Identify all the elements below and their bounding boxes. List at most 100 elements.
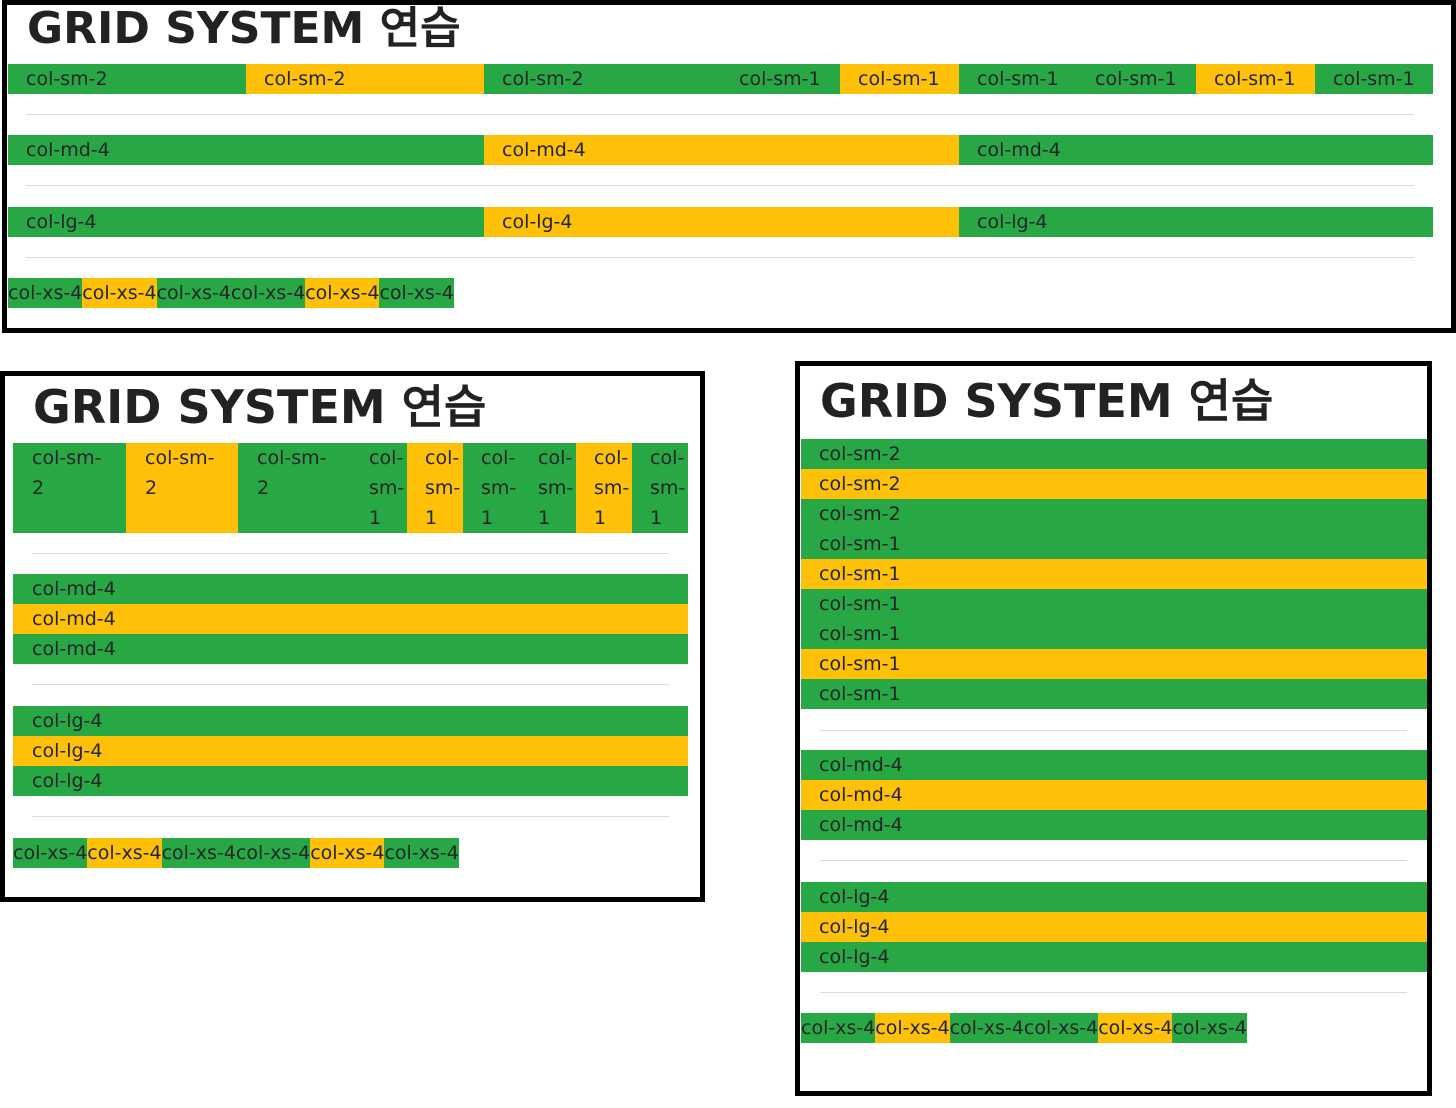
cell-text-line: 1 [481, 507, 494, 529]
grid-cell-md: col-md-4 [8, 135, 484, 165]
grid-cell-sm: col- sm- 1 [576, 443, 632, 533]
grid-cell-xs: col-xs-4 [87, 838, 162, 868]
grid-cell-xs: col-xs-4 [310, 838, 385, 868]
grid-cell-sm: col-sm-2 [801, 499, 1427, 529]
grid-cell-sm: col-sm-1 [801, 619, 1427, 649]
divider [26, 185, 1414, 186]
divider [820, 992, 1407, 993]
cell-text-line: 2 [32, 477, 45, 499]
cell-text-line: 2 [257, 477, 270, 499]
grid-cell-xs: col-xs-4 [161, 838, 236, 868]
grid-cell-xs: col-xs-4 [13, 838, 88, 868]
divider [26, 114, 1414, 115]
grid-cell-sm: col-sm-2 [801, 439, 1427, 469]
grid-cell-sm: col-sm-1 [1196, 64, 1315, 94]
cell-text-line: sm- [538, 477, 574, 499]
cell-text-line: col- [650, 447, 685, 469]
medium-viewport-frame: GRID SYSTEM 연습 col-sm- 2 col-sm- 2 col-s… [0, 371, 705, 902]
grid-cell-sm: col-sm-1 [801, 589, 1427, 619]
grid-cell-xs: col-xs-4 [305, 278, 380, 308]
grid-cell-md: col-md-4 [801, 780, 1427, 810]
grid-cell-sm: col-sm-2 [8, 64, 246, 94]
grid-cell-lg: col-lg-4 [13, 736, 688, 766]
narrow-viewport-frame: GRID SYSTEM 연습 col-sm-2 col-sm-2 col-sm-… [795, 361, 1432, 1096]
cell-text-line: sm- [650, 477, 686, 499]
grid-cell-lg: col-lg-4 [13, 766, 688, 796]
grid-cell-md: col-md-4 [959, 135, 1433, 165]
grid-cell-lg: col-lg-4 [959, 207, 1433, 237]
grid-cell-xs: col-xs-4 [1023, 1013, 1099, 1043]
grid-cell-xs: col-xs-4 [1098, 1013, 1173, 1043]
grid-cell-xs: col-xs-4 [1172, 1013, 1247, 1043]
grid-cell-sm: col- sm- 1 [463, 443, 520, 533]
grid-cell-sm: col- sm- 1 [407, 443, 463, 533]
grid-cell-md: col-md-4 [484, 135, 959, 165]
grid-cell-sm: col-sm- 2 [238, 443, 351, 533]
cell-text-line: col- [538, 447, 573, 469]
grid-cell-sm: col-sm-1 [801, 649, 1427, 679]
grid-cell-md: col-md-4 [13, 574, 688, 604]
divider [32, 684, 669, 685]
xs-row: col-xs-4 col-xs-4 col-xs-4 col-xs-4 col-… [8, 278, 454, 308]
grid-cell-sm: col-sm-1 [1315, 64, 1433, 94]
grid-cell-sm: col-sm-1 [959, 64, 1077, 94]
grid-cell-sm: col- sm- 1 [351, 443, 407, 533]
grid-cell-lg: col-lg-4 [8, 207, 484, 237]
grid-cell-sm: col-sm-2 [484, 64, 721, 94]
grid-cell-xs: col-xs-4 [230, 278, 306, 308]
cell-text-line: col- [594, 447, 629, 469]
grid-cell-xs: col-xs-4 [949, 1013, 1024, 1043]
cell-text-line: 1 [425, 507, 438, 529]
grid-cell-md: col-md-4 [13, 604, 688, 634]
divider [820, 730, 1407, 731]
cell-text-line: 1 [369, 507, 382, 529]
grid-cell-lg: col-lg-4 [801, 942, 1427, 972]
grid-cell-lg: col-lg-4 [801, 882, 1427, 912]
grid-cell-md: col-md-4 [13, 634, 688, 664]
cell-text-line: 1 [594, 507, 607, 529]
cell-text-line: 1 [650, 507, 663, 529]
grid-cell-xs: col-xs-4 [82, 278, 157, 308]
divider [820, 860, 1407, 861]
cell-text-line: 1 [538, 507, 551, 529]
divider [32, 553, 669, 554]
grid-cell-xs: col-xs-4 [379, 278, 454, 308]
cell-text-line: col- [369, 447, 404, 469]
grid-cell-xs: col-xs-4 [384, 838, 459, 868]
divider [26, 257, 1414, 258]
xs-row: col-xs-4 col-xs-4 col-xs-4 col-xs-4 col-… [801, 1013, 1247, 1043]
grid-cell-xs: col-xs-4 [156, 278, 231, 308]
grid-cell-xs: col-xs-4 [8, 278, 83, 308]
grid-cell-sm: col- sm- 1 [520, 443, 576, 533]
grid-cell-xs: col-xs-4 [875, 1013, 950, 1043]
grid-cell-sm: col-sm- 2 [13, 443, 126, 533]
grid-cell-sm: col-sm-1 [801, 679, 1427, 709]
cell-text-line: col-sm- [257, 447, 327, 469]
grid-cell-md: col-md-4 [801, 810, 1427, 840]
cell-text-line: col- [481, 447, 516, 469]
grid-cell-sm: col-sm- 2 [126, 443, 238, 533]
grid-cell-lg: col-lg-4 [484, 207, 959, 237]
xs-row: col-xs-4 col-xs-4 col-xs-4 col-xs-4 col-… [13, 838, 459, 868]
cell-text-line: sm- [481, 477, 517, 499]
grid-cell-sm: col-sm-1 [721, 64, 840, 94]
page-title: GRID SYSTEM 연습 [33, 380, 487, 434]
divider [32, 816, 669, 817]
grid-cell-sm: col-sm-1 [840, 64, 959, 94]
grid-cell-sm: col-sm-2 [801, 469, 1427, 499]
cell-text-line: col- [425, 447, 460, 469]
cell-text-line: col-sm- [145, 447, 215, 469]
page-title: GRID SYSTEM 연습 [27, 3, 461, 54]
grid-cell-lg: col-lg-4 [801, 912, 1427, 942]
grid-cell-md: col-md-4 [801, 750, 1427, 780]
grid-cell-xs: col-xs-4 [235, 838, 311, 868]
cell-text-line: col-sm- [32, 447, 102, 469]
grid-cell-sm: col-sm-1 [801, 559, 1427, 589]
grid-cell-sm: col-sm-1 [1077, 64, 1196, 94]
cell-text-line: sm- [369, 477, 405, 499]
page-title: GRID SYSTEM 연습 [820, 374, 1274, 428]
cell-text-line: sm- [425, 477, 461, 499]
cell-text-line: 2 [145, 477, 158, 499]
cell-text-line: sm- [594, 477, 630, 499]
grid-cell-sm: col-sm-1 [801, 529, 1427, 559]
